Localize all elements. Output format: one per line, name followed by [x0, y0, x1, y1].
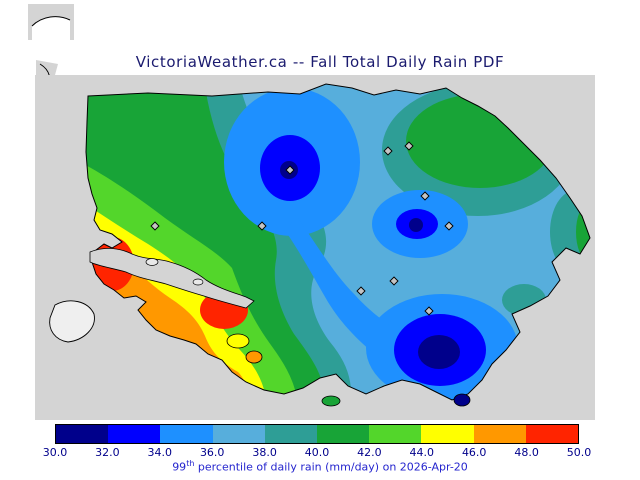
caption-superscript: th	[186, 459, 195, 468]
colorbar-tick-label: 46.0	[461, 446, 487, 459]
colorbar-tick-label: 36.0	[199, 446, 225, 459]
colorbar-tick-labels: 30.0 32.0 34.0 36.0 38.0 40.0 42.0 44.0 46.0 48.0…	[43, 446, 592, 460]
colorbar-tick-label: 34.0	[147, 446, 173, 459]
colorbar-segment	[317, 425, 370, 443]
colorbar-tick-label: 32.0	[95, 446, 120, 459]
colorbar-tick-label: 50.0	[566, 446, 592, 459]
colorbar-tick-label: 42.0	[357, 446, 382, 459]
colorbar-segment	[525, 425, 579, 443]
station-marker	[356, 286, 366, 296]
station-marker	[404, 141, 414, 151]
colorbar-segment	[264, 425, 318, 443]
colorbar-tick-label: 48.0	[514, 446, 539, 459]
colorbar-tick-label: 44.0	[409, 446, 435, 459]
station-marker	[389, 276, 399, 286]
colorbar-segment	[212, 425, 265, 443]
station-marker	[150, 221, 160, 231]
colorbar-segment	[421, 425, 474, 443]
colorbar-segment	[56, 425, 109, 443]
map-frame-fragments	[28, 4, 74, 98]
page-title: VictoriaWeather.ca -- Fall Total Daily R…	[135, 53, 505, 71]
colorbar	[55, 424, 579, 444]
harbour-inlets	[89, 248, 255, 309]
station-marker	[257, 221, 267, 231]
colorbar-segment	[108, 425, 161, 443]
colorbar-caption: 99th percentile of daily rain (mm/day) o…	[0, 459, 640, 474]
station-marker	[424, 306, 434, 316]
station-marker	[444, 221, 454, 231]
caption-text: percentile of daily rain (mm/day) on 202…	[194, 460, 468, 474]
station-marker	[285, 165, 295, 175]
station-marker	[420, 191, 430, 201]
colorbar-segment	[369, 425, 422, 443]
colorbar-segment	[473, 425, 526, 443]
colorbar-segment	[160, 425, 213, 443]
colorbar-tick-label: 30.0	[42, 446, 68, 459]
station-marker	[383, 146, 393, 156]
caption-number: 99	[172, 460, 187, 474]
colorbar-tick-label: 40.0	[304, 446, 330, 459]
station-markers	[150, 141, 454, 316]
colorbar-tick-label: 38.0	[252, 446, 277, 459]
islands	[49, 300, 471, 407]
